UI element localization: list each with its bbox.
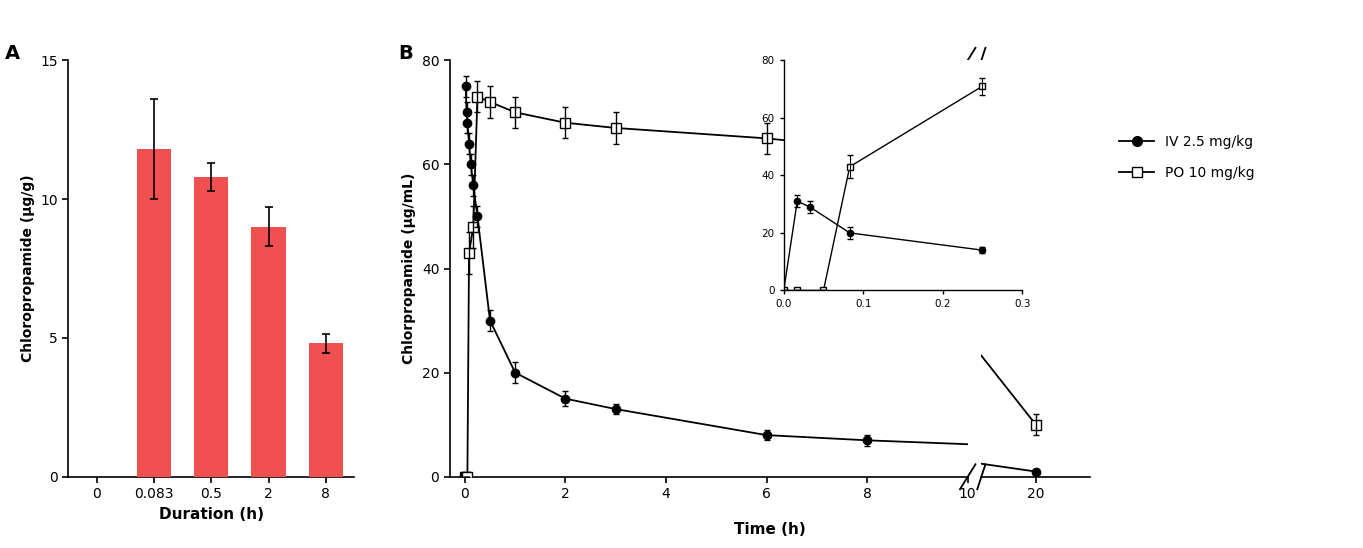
Y-axis label: Chlorpropamide (μg/mL): Chlorpropamide (μg/mL) (402, 173, 416, 364)
Text: B: B (398, 44, 413, 62)
X-axis label: Duration (h): Duration (h) (158, 507, 264, 522)
Text: A: A (5, 44, 20, 62)
Y-axis label: Chloropropamide (μg/g): Chloropropamide (μg/g) (20, 175, 34, 362)
Bar (136, 149, 172, 477)
Legend: IV 2.5 mg/kg, PO 10 mg/kg: IV 2.5 mg/kg, PO 10 mg/kg (1114, 130, 1261, 185)
Bar (194, 177, 229, 477)
Bar (308, 344, 343, 477)
Bar (251, 227, 286, 477)
Text: Time (h): Time (h) (735, 522, 806, 537)
